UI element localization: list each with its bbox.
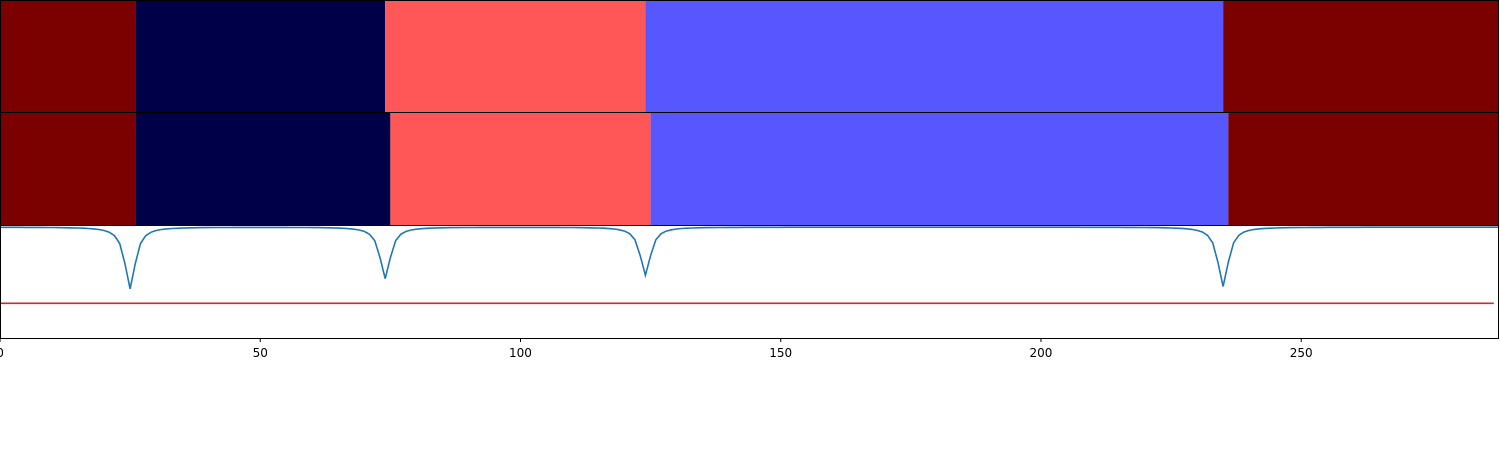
band-2-segment-4	[650, 113, 1229, 225]
band-1-segment-1	[0, 1, 136, 112]
band-1-segment-4	[645, 1, 1224, 112]
band-2-segment-3	[390, 113, 651, 225]
line-panel-frame	[0, 225, 1499, 339]
band-2-segment-5	[1228, 113, 1499, 225]
band-2-segment-2	[135, 113, 391, 225]
x-tick-label-100: 100	[509, 346, 532, 360]
band-2-segment-1	[0, 113, 136, 225]
x-tick-label-0: 0	[0, 346, 4, 360]
x-tick-label-250: 250	[1290, 346, 1313, 360]
segmentation-band-top	[0, 0, 1499, 113]
x-tick-label-200: 200	[1030, 346, 1053, 360]
x-axis: 0 50 100 150 200 250	[0, 338, 1313, 360]
band-1-segment-5	[1223, 1, 1499, 112]
segmentation-band-bottom	[0, 112, 1499, 226]
band-1-segment-3	[385, 1, 646, 112]
x-tick-label-50: 50	[253, 346, 268, 360]
line-panel	[0, 225, 1499, 339]
series-1-line	[0, 226, 1499, 289]
band-1-segment-2	[135, 1, 386, 112]
x-tick-label-150: 150	[769, 346, 792, 360]
